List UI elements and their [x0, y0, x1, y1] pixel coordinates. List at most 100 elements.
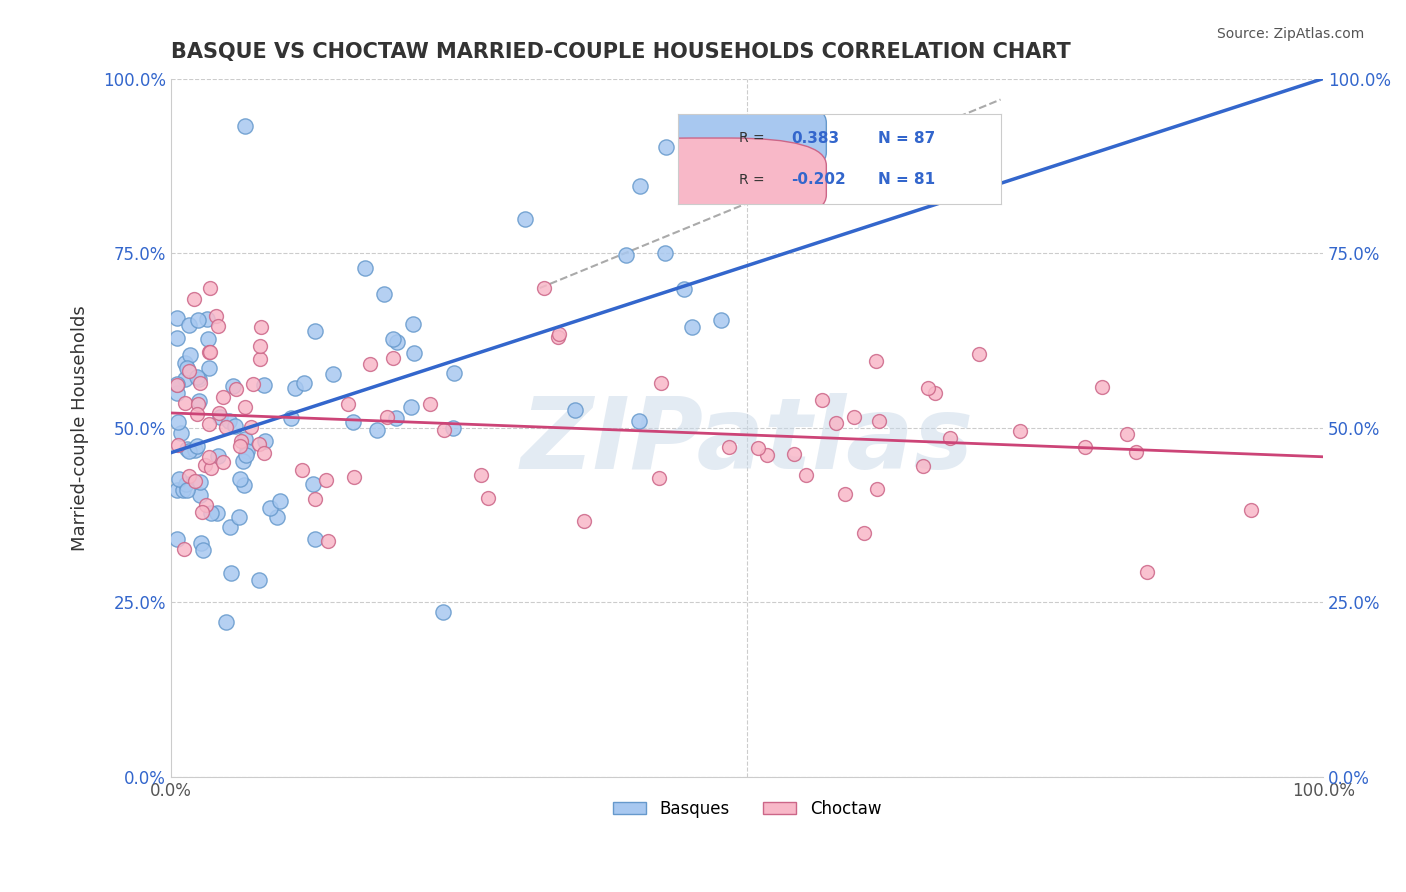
Choctaw — [1010, 424, 1032, 438]
Basques — [187, 394, 209, 409]
Choctaw — [195, 498, 218, 512]
Basques — [292, 376, 315, 390]
Choctaw — [249, 351, 271, 366]
Choctaw — [868, 414, 890, 428]
Choctaw — [229, 434, 252, 448]
Basques — [172, 483, 194, 498]
Basques — [228, 472, 250, 486]
Text: ZIPatlas: ZIPatlas — [520, 393, 973, 491]
Choctaw — [291, 463, 314, 477]
Choctaw — [250, 320, 273, 334]
Basques — [186, 370, 208, 384]
Choctaw — [198, 281, 221, 295]
Choctaw — [648, 471, 671, 485]
Basques — [786, 170, 808, 185]
Basques — [191, 543, 214, 558]
Choctaw — [316, 533, 339, 548]
Basques — [253, 434, 276, 448]
Basques — [177, 318, 200, 333]
Basques — [177, 443, 200, 458]
Choctaw — [337, 397, 360, 411]
Basques — [284, 381, 307, 395]
Choctaw — [477, 491, 499, 506]
Basques — [353, 260, 375, 275]
Basques — [166, 377, 188, 392]
Basques — [176, 442, 198, 456]
Legend: Basques, Choctaw: Basques, Choctaw — [606, 793, 889, 824]
Choctaw — [718, 440, 741, 454]
Basques — [515, 211, 537, 226]
Choctaw — [842, 410, 865, 425]
Choctaw — [249, 339, 271, 353]
Basques — [174, 477, 197, 491]
Choctaw — [783, 446, 806, 460]
Choctaw — [1074, 440, 1097, 454]
Choctaw — [315, 473, 337, 487]
Basques — [167, 415, 190, 429]
Choctaw — [375, 410, 398, 425]
Basques — [173, 372, 195, 386]
Basques — [228, 510, 250, 524]
Choctaw — [924, 385, 946, 400]
Basques — [253, 378, 276, 392]
Basques — [233, 433, 256, 447]
Basques — [197, 332, 219, 346]
Choctaw — [853, 525, 876, 540]
Basques — [207, 449, 229, 463]
Basques — [399, 401, 422, 415]
Basques — [176, 361, 198, 376]
Basques — [381, 332, 404, 346]
Choctaw — [1115, 427, 1137, 442]
Basques — [247, 573, 270, 587]
Choctaw — [194, 458, 217, 472]
Basques — [304, 533, 326, 547]
Text: BASQUE VS CHOCTAW MARRIED-COUPLE HOUSEHOLDS CORRELATION CHART: BASQUE VS CHOCTAW MARRIED-COUPLE HOUSEHO… — [172, 42, 1071, 62]
Basques — [614, 248, 637, 262]
Choctaw — [233, 400, 256, 414]
Choctaw — [650, 376, 672, 391]
Basques — [209, 409, 232, 424]
Choctaw — [208, 406, 231, 420]
Choctaw — [225, 382, 247, 396]
Choctaw — [184, 474, 207, 488]
Basques — [184, 442, 207, 457]
Basques — [170, 425, 193, 440]
Choctaw — [198, 417, 221, 431]
Basques — [200, 507, 222, 521]
Basques — [387, 334, 409, 349]
Basques — [188, 488, 211, 502]
Choctaw — [229, 439, 252, 453]
Choctaw — [548, 326, 571, 341]
Choctaw — [911, 459, 934, 474]
Basques — [232, 454, 254, 468]
Basques — [179, 348, 201, 362]
Basques — [441, 420, 464, 434]
Basques — [190, 536, 212, 550]
Choctaw — [547, 329, 569, 343]
Choctaw — [470, 467, 492, 482]
Basques — [672, 282, 695, 296]
Choctaw — [939, 431, 962, 445]
Basques — [710, 312, 733, 326]
Basques — [564, 403, 586, 417]
Choctaw — [183, 292, 205, 306]
Choctaw — [212, 390, 235, 404]
Choctaw — [304, 491, 326, 506]
Basques — [205, 506, 228, 520]
Basques — [166, 310, 188, 325]
Choctaw — [382, 351, 405, 365]
Choctaw — [186, 408, 208, 422]
Choctaw — [419, 397, 441, 411]
Choctaw — [198, 450, 221, 465]
Choctaw — [166, 378, 188, 392]
Basques — [166, 385, 188, 400]
Choctaw — [917, 381, 939, 395]
Basques — [224, 419, 246, 434]
Basques — [236, 444, 259, 458]
Y-axis label: Married-couple Households: Married-couple Households — [72, 305, 89, 550]
Choctaw — [756, 448, 779, 462]
Choctaw — [794, 468, 817, 483]
Basques — [166, 331, 188, 345]
Basques — [402, 346, 425, 360]
Basques — [218, 414, 240, 428]
